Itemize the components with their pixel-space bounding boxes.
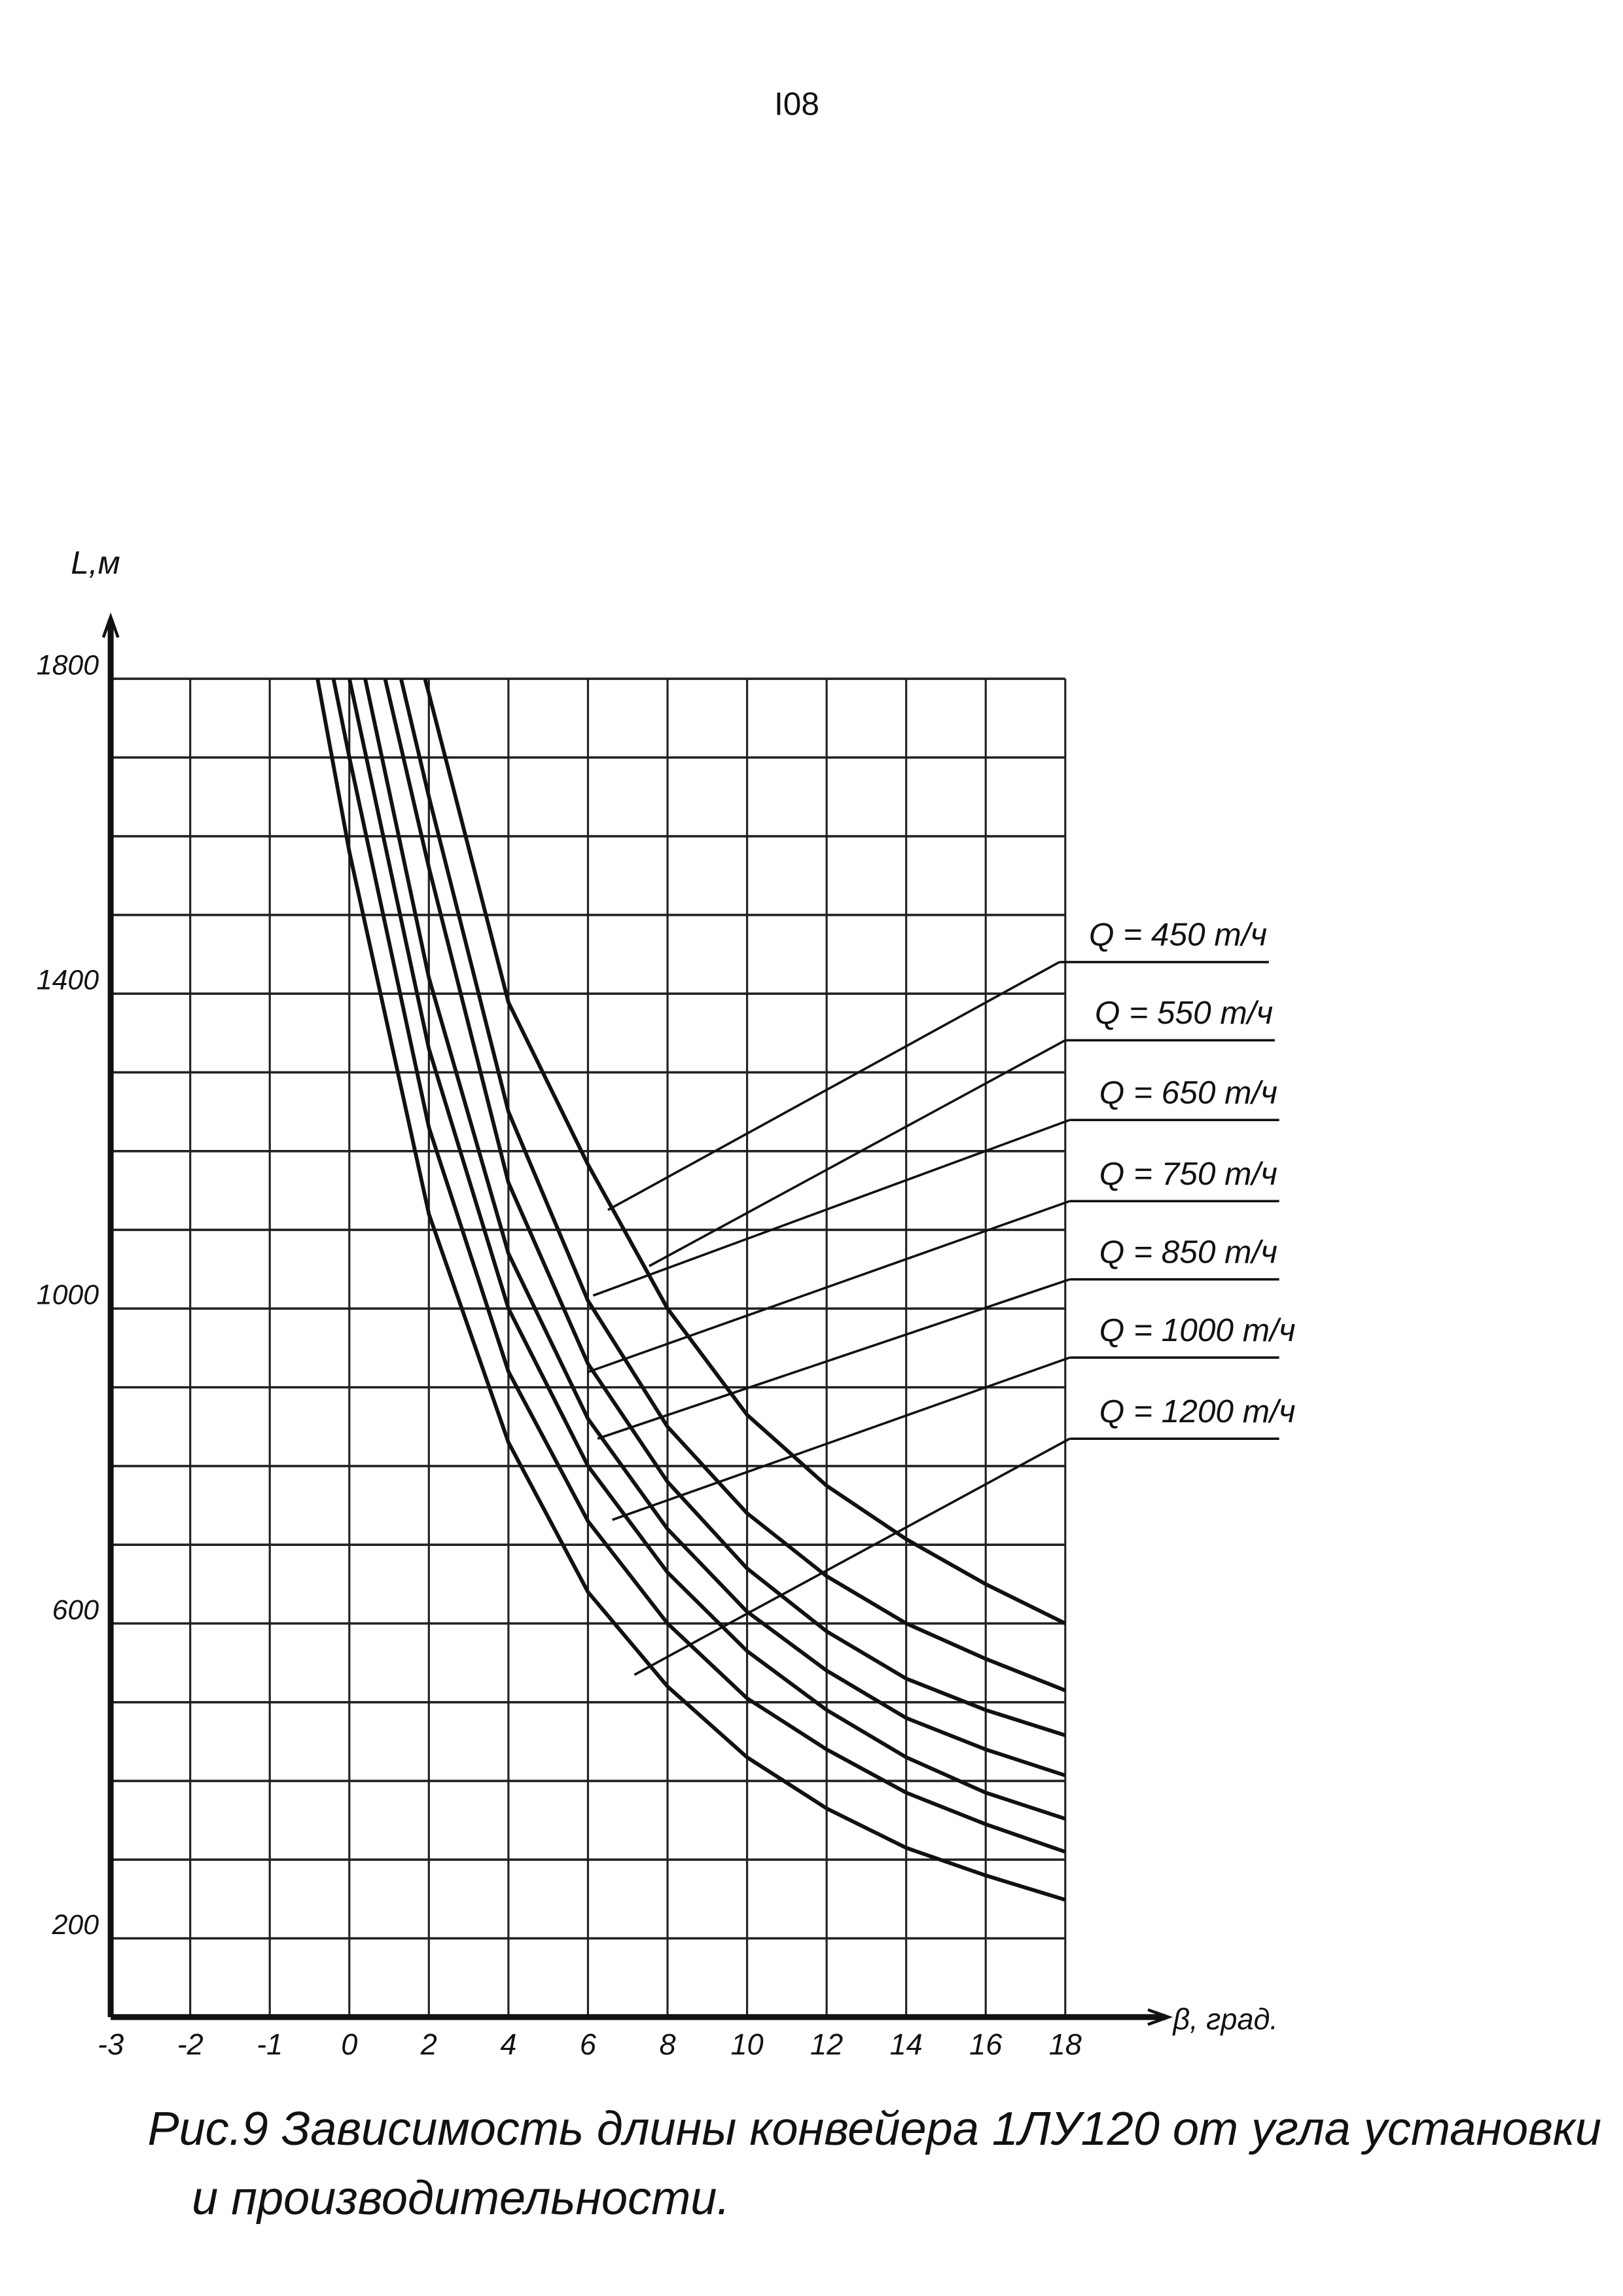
caption-line: и производительности.: [192, 2172, 730, 2225]
x-axis-arrow: [1147, 2008, 1173, 2026]
leader-line: [607, 961, 1060, 1211]
y-tick-label: 600: [52, 1594, 99, 1626]
x-tick-label: -3: [98, 2028, 124, 2061]
leader-line: [586, 1200, 1071, 1374]
curve: [399, 678, 1066, 1693]
legend-label: Q = 650 т/ч: [1099, 1074, 1277, 1111]
y-tick-label: 1800: [37, 649, 99, 681]
legend-label: Q = 1200 т/ч: [1099, 1393, 1296, 1429]
x-tick-label: 6: [580, 2028, 597, 2061]
legend-label: Q = 550 т/ч: [1095, 994, 1273, 1031]
x-tick-label: -2: [177, 2028, 204, 2061]
curve: [383, 678, 1066, 1738]
x-tick-label: 2: [420, 2028, 437, 2061]
curve: [348, 678, 1066, 1821]
x-tick-label: 4: [500, 2028, 516, 2061]
y-tick-label: 1000: [37, 1280, 99, 1311]
curve: [423, 678, 1067, 1626]
y-axis-label: L,м: [71, 545, 120, 581]
leader-line: [649, 1039, 1066, 1267]
y-tick-label: 1400: [37, 964, 99, 996]
leader-line: [592, 1119, 1071, 1297]
legend-label: Q = 750 т/ч: [1099, 1155, 1277, 1192]
legend-label: Q = 1000 т/ч: [1099, 1312, 1296, 1348]
leader-line: [597, 1278, 1071, 1440]
x-tick-label: -1: [257, 2028, 283, 2061]
x-axis-label: β, град.: [1171, 2003, 1278, 2036]
x-tick-label: 8: [659, 2028, 675, 2061]
x-tick-label: 10: [730, 2028, 763, 2061]
curve: [315, 678, 1066, 1902]
y-axis-arrow: [101, 612, 120, 638]
curve: [363, 678, 1066, 1778]
leader-line: [633, 1437, 1071, 1676]
caption-line: Рис.9 Зависимость длины конвейера 1ЛУ120…: [147, 2103, 1601, 2155]
x-tick-label: 0: [341, 2028, 357, 2061]
page-number: I08: [774, 85, 819, 122]
x-tick-label: 12: [810, 2028, 843, 2061]
curve: [331, 678, 1066, 1854]
leader-line: [612, 1356, 1071, 1521]
y-tick-label: 200: [52, 1909, 99, 1941]
legend-label: Q = 450 т/ч: [1089, 916, 1267, 953]
x-tick-label: 18: [1049, 2028, 1082, 2061]
legend-label: Q = 850 т/ч: [1099, 1233, 1277, 1270]
x-tick-label: 16: [969, 2028, 1003, 2061]
x-tick-label: 14: [890, 2028, 923, 2061]
